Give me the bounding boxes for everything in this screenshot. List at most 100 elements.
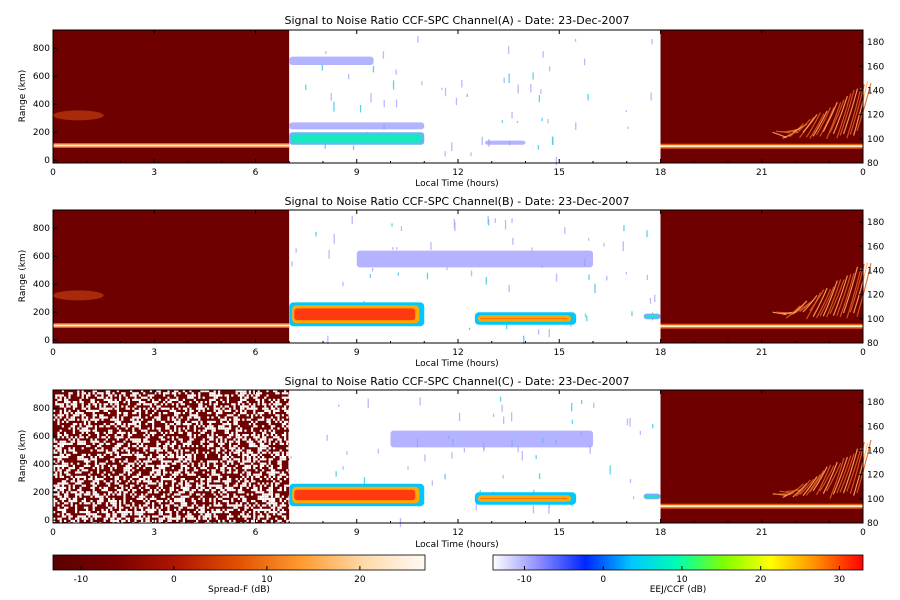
noise-pixel xyxy=(281,508,284,511)
echo-layer xyxy=(660,325,863,328)
plume-streak xyxy=(819,465,835,492)
noise-pixel xyxy=(253,392,256,395)
noise-pixel xyxy=(215,484,218,487)
noise-pixel xyxy=(262,497,265,500)
noise-pixel xyxy=(275,405,278,408)
noise-pixel xyxy=(268,491,271,494)
noise-pixel xyxy=(268,508,271,511)
eej-speckle xyxy=(458,412,461,422)
noise-pixel xyxy=(224,418,227,421)
noise-pixel xyxy=(273,473,276,476)
noise-pixel xyxy=(88,515,91,518)
noise-pixel xyxy=(152,471,155,474)
noise-pixel xyxy=(220,418,223,421)
noise-pixel xyxy=(244,467,247,470)
noise-pixel xyxy=(171,398,174,401)
noise-pixel xyxy=(244,480,247,483)
noise-pixel xyxy=(61,515,64,518)
noise-pixel xyxy=(213,484,216,487)
noise-pixel xyxy=(59,471,62,474)
noise-pixel xyxy=(213,473,216,476)
noise-pixel xyxy=(57,431,60,434)
noise-pixel xyxy=(262,403,265,406)
noise-pixel xyxy=(259,449,262,452)
noise-pixel xyxy=(88,473,91,476)
noise-pixel xyxy=(204,390,207,393)
noise-pixel xyxy=(284,423,287,426)
ytick-label: 0 xyxy=(44,156,50,166)
noise-pixel xyxy=(200,460,203,463)
noise-pixel xyxy=(119,511,122,514)
noise-pixel xyxy=(59,508,62,511)
noise-pixel xyxy=(101,467,104,470)
noise-pixel xyxy=(149,489,152,492)
noise-pixel xyxy=(207,513,210,516)
noise-pixel xyxy=(279,420,282,423)
noise-pixel xyxy=(94,491,97,494)
noise-pixel xyxy=(83,407,86,410)
noise-pixel xyxy=(110,394,113,397)
noise-pixel xyxy=(136,497,139,500)
noise-pixel xyxy=(244,506,247,509)
noise-pixel xyxy=(110,475,113,478)
noise-pixel xyxy=(108,390,111,393)
noise-pixel xyxy=(83,458,86,461)
noise-pixel xyxy=(196,504,199,507)
noise-pixel xyxy=(114,449,117,452)
region-1 xyxy=(289,390,661,528)
noise-pixel xyxy=(257,434,260,437)
eej-speckle xyxy=(603,242,605,247)
noise-pixel xyxy=(207,436,210,439)
noise-pixel xyxy=(147,486,150,489)
noise-pixel xyxy=(270,482,273,485)
noise-pixel xyxy=(53,473,56,476)
noise-pixel xyxy=(209,517,212,520)
noise-pixel xyxy=(176,451,179,454)
noise-pixel xyxy=(185,495,188,498)
noise-pixel xyxy=(248,451,251,454)
noise-pixel xyxy=(114,407,117,410)
noise-pixel xyxy=(209,394,212,397)
noise-pixel xyxy=(240,412,243,415)
noise-pixel xyxy=(160,431,163,434)
noise-pixel xyxy=(105,489,108,492)
noise-pixel xyxy=(182,464,185,467)
noise-pixel xyxy=(70,491,73,494)
noise-pixel xyxy=(189,480,192,483)
noise-pixel xyxy=(88,511,91,514)
noise-pixel xyxy=(121,506,124,509)
noise-pixel xyxy=(229,409,232,412)
noise-pixel xyxy=(191,438,194,441)
noise-pixel xyxy=(264,462,267,465)
noise-pixel xyxy=(141,508,144,511)
noise-pixel xyxy=(277,506,280,509)
noise-pixel xyxy=(59,445,62,448)
noise-pixel xyxy=(281,451,284,454)
noise-pixel xyxy=(218,484,221,487)
noise-pixel xyxy=(121,442,124,445)
noise-pixel xyxy=(68,489,71,492)
eej-speckle xyxy=(650,92,652,101)
noise-pixel xyxy=(266,513,269,516)
noise-pixel xyxy=(99,515,102,518)
noise-pixel xyxy=(116,420,119,423)
noise-pixel xyxy=(193,467,196,470)
noise-pixel xyxy=(259,412,262,415)
plume-streak xyxy=(802,114,818,133)
noise-pixel xyxy=(233,458,236,461)
noise-pixel xyxy=(141,484,144,487)
noise-pixel xyxy=(130,434,133,437)
noise-pixel xyxy=(215,396,218,399)
noise-pixel xyxy=(81,403,84,406)
plume-streak xyxy=(846,448,862,492)
noise-pixel xyxy=(253,412,256,415)
noise-pixel xyxy=(246,513,249,516)
noise-pixel xyxy=(138,504,141,507)
noise-pixel xyxy=(141,493,144,496)
noise-pixel xyxy=(75,475,78,478)
noise-pixel xyxy=(119,394,122,397)
noise-pixel xyxy=(147,407,150,410)
noise-pixel xyxy=(259,508,262,511)
noise-pixel xyxy=(275,434,278,437)
noise-pixel xyxy=(229,447,232,450)
